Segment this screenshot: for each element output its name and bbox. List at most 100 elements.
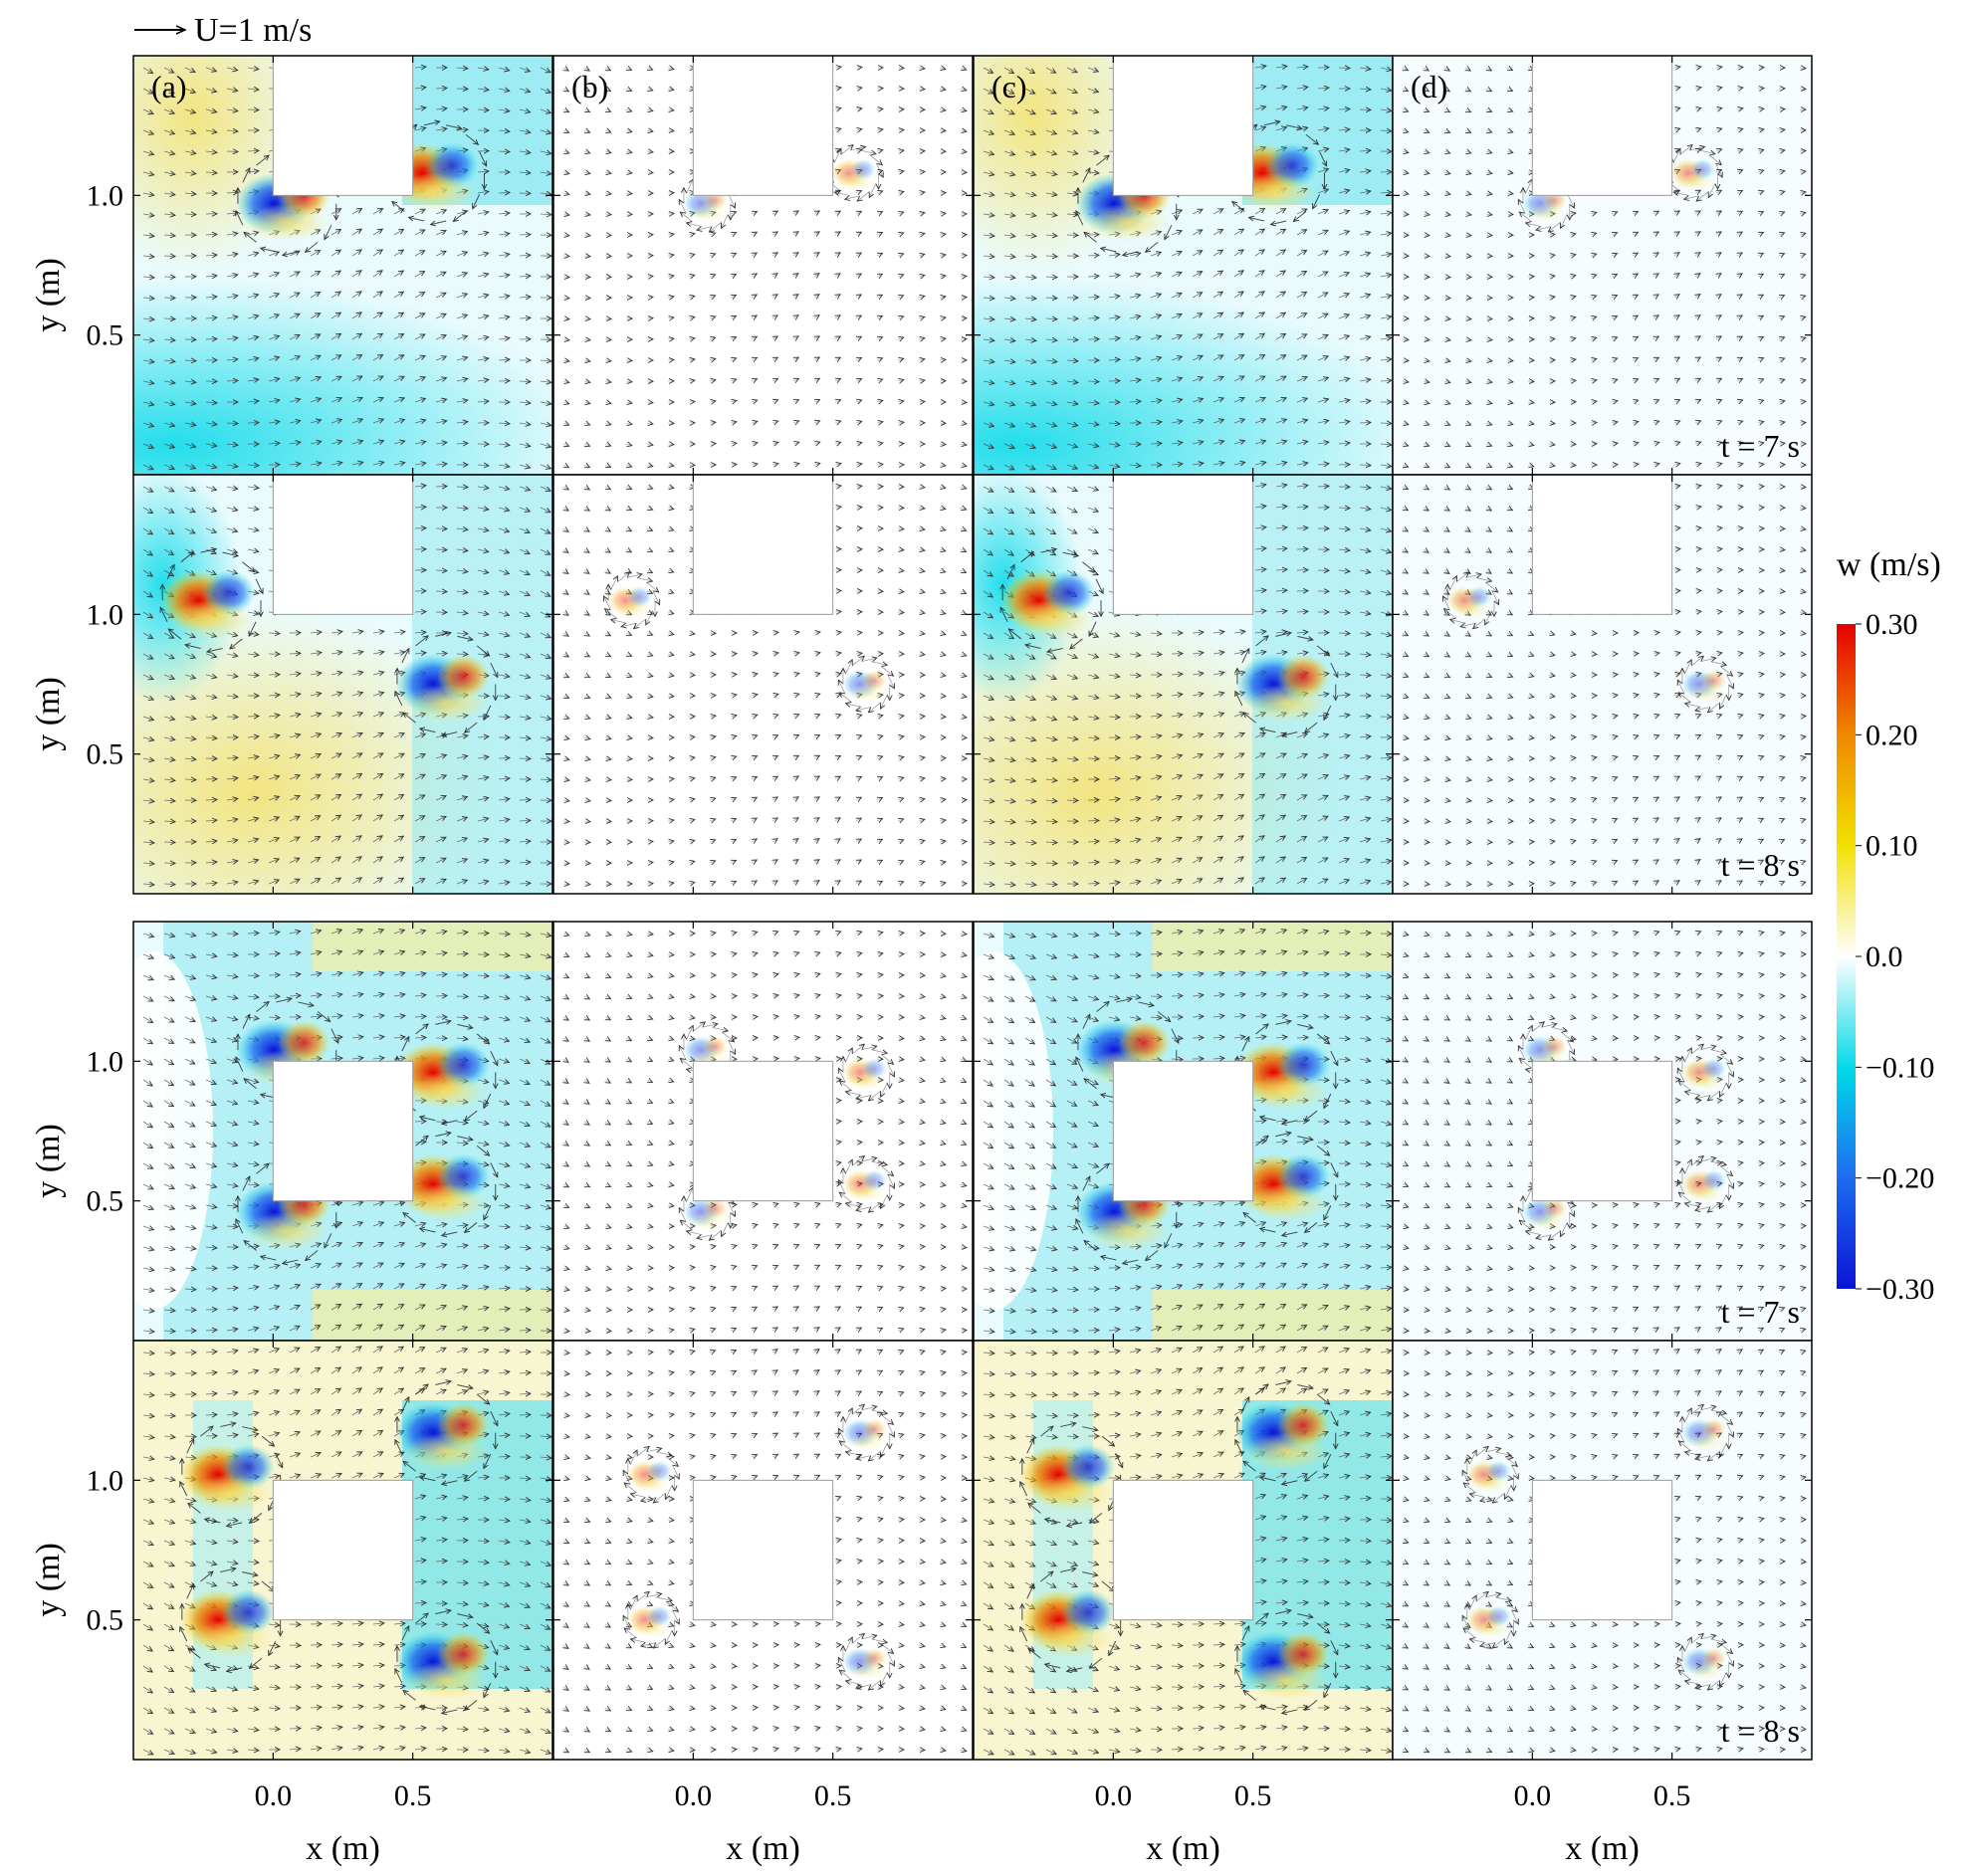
panel-g0-r0-c1: (b) (553, 56, 973, 475)
panel-g1-r0-c3: t = 7 s (1393, 922, 1812, 1341)
vortex-halo (246, 204, 330, 242)
x-tick-label: 0.5 (394, 1779, 432, 1812)
x-tick-label: 0.5 (814, 1779, 852, 1812)
y-axis-label: y (m) (30, 258, 67, 332)
y-tick-label: 0.5 (87, 1604, 124, 1637)
colorbar-label: w (m/s) (1837, 546, 1941, 583)
vortex-halo (1245, 685, 1329, 723)
colorbar-tick-label: 0.20 (1866, 719, 1918, 751)
vortex-halo (1686, 685, 1726, 703)
vortex-halo (405, 685, 489, 723)
time-label: t = 7 s (1721, 1294, 1800, 1330)
obstacle-block (1113, 1480, 1252, 1619)
colorbar-ticks: 0.30 0.20 0.10 0.0 −0.10 −0.20 −0.30 (1856, 608, 1934, 1306)
obstacle-block (1113, 475, 1252, 614)
vortex-halo (847, 1073, 887, 1091)
vortex-halo (688, 204, 728, 222)
time-label: t = 8 s (1721, 847, 1800, 883)
x-tick-label: 0.0 (1095, 1779, 1133, 1812)
panel-label: (b) (571, 69, 608, 104)
x-axis-label: x (m) (1146, 1830, 1220, 1867)
x-tick-label: 0.5 (1653, 1779, 1691, 1812)
x-axis-label: x (m) (726, 1830, 800, 1867)
panel-g1-r1-c2 (974, 1341, 1393, 1760)
x-tick-label: 0.0 (1514, 1779, 1552, 1812)
vortex-halo (688, 1212, 728, 1230)
panel-g1-r1-c0 (133, 1341, 552, 1760)
vortex-halo (246, 1212, 330, 1250)
vortex-halo (1686, 1073, 1726, 1091)
field-region-positive (313, 922, 552, 971)
y-tick-label: 0.5 (87, 1185, 124, 1218)
vortex-halo (1245, 1433, 1329, 1471)
colorbar-tick-label: −0.10 (1866, 1051, 1934, 1084)
panel-label: (a) (151, 69, 187, 104)
panel-label: (c) (991, 69, 1027, 104)
obstacle-block (693, 475, 832, 614)
time-label: t = 8 s (1721, 1713, 1800, 1749)
x-tick-label: 0.5 (1234, 1779, 1272, 1812)
obstacle-block (693, 1480, 832, 1619)
field-region-positive (313, 1290, 552, 1341)
colorbar-tick-label: −0.30 (1866, 1273, 1934, 1306)
obstacle-block (693, 1061, 832, 1200)
vortex-halo (405, 1433, 489, 1471)
y-tick-label: 1.0 (87, 179, 124, 212)
obstacle-block (1532, 1061, 1671, 1200)
vortex-halo (405, 1662, 489, 1700)
obstacle-block (1532, 56, 1671, 195)
y-tick-label: 1.0 (87, 598, 124, 631)
vortex-halo (847, 685, 887, 703)
obstacle-block (1532, 1480, 1671, 1619)
colorbar-tick-label: −0.20 (1866, 1162, 1934, 1195)
colorbar-tick-label: 0.30 (1866, 608, 1918, 641)
panel-label: (d) (1411, 69, 1447, 104)
vortex-halo (1451, 600, 1491, 618)
colorbar-tick-label: 0.10 (1866, 830, 1918, 863)
panel-g0-r0-c3: (d) t = 7 s (1393, 56, 1812, 475)
vortex-halo (1029, 1620, 1113, 1658)
panel-g1-r1-c1 (553, 1341, 973, 1760)
vortex-halo (1029, 1475, 1113, 1513)
vortex-halo (1086, 204, 1170, 242)
vortex-halo (405, 1073, 489, 1111)
obstacle-block (1113, 1061, 1252, 1200)
panel-grid: (a) (b) (c) (d) t = 7 s t = 8 s t = 7 s t = 8 s (0, 0, 1812, 1760)
x-tick-label: 0.0 (255, 1779, 293, 1812)
panel-g0-r1-c0 (0, 465, 552, 982)
vortex-halo (612, 600, 652, 618)
x-axis-label: x (m) (1565, 1830, 1640, 1867)
vortex-halo (1686, 1184, 1726, 1202)
panel-g1-r0-c2 (934, 922, 1393, 1341)
obstacle-block (1532, 475, 1671, 614)
vortex-halo (1527, 1212, 1567, 1230)
vortex-halo (847, 1433, 887, 1451)
vortex-halo (631, 1620, 671, 1638)
y-tick-label: 0.5 (87, 319, 124, 352)
panel-g1-r0-c0 (94, 922, 552, 1341)
y-tick-label: 0.5 (87, 738, 124, 771)
vortex-halo (1527, 204, 1567, 222)
panel-g1-r0-c1 (553, 922, 973, 1341)
x-tick-label: 0.0 (675, 1779, 713, 1812)
vortex-halo (1010, 600, 1094, 638)
vortex-halo (170, 600, 254, 638)
y-axis-label: y (m) (30, 1124, 67, 1198)
x-axis-label: x (m) (306, 1830, 380, 1867)
vortex-halo (189, 1475, 273, 1513)
reference-vector-label: U=1 m/s (194, 12, 312, 49)
panel-g1-r1-c3: t = 8 s (1393, 1341, 1812, 1760)
vortex-halo (1470, 1620, 1510, 1638)
vortex-halo (1686, 1433, 1726, 1451)
time-label: t = 7 s (1721, 428, 1800, 464)
vortex-halo (1674, 173, 1714, 191)
y-tick-label: 1.0 (87, 1464, 124, 1497)
panel-g0-r1-c3: t = 8 s (1393, 475, 1812, 894)
panel-g0-r1-c1 (553, 475, 973, 894)
vortex-halo (1086, 1212, 1170, 1250)
y-axis-label: y (m) (30, 677, 67, 751)
colorbar-tick-label: 0.0 (1866, 940, 1903, 973)
vortex-halo (405, 1184, 489, 1222)
colorbar-gradient (1837, 624, 1856, 1289)
